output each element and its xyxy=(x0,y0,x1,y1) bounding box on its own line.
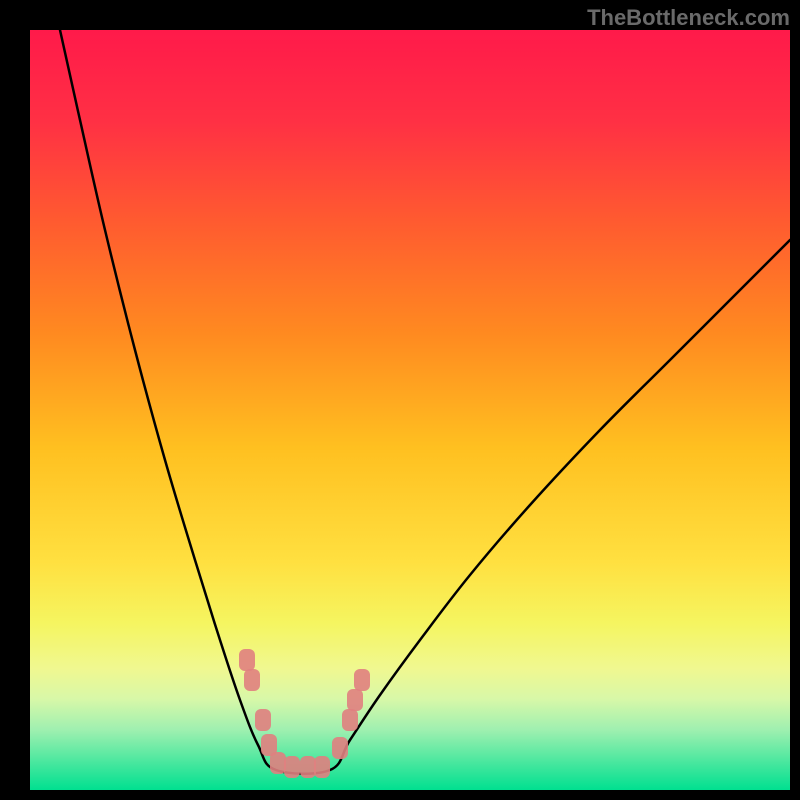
bottleneck-chart xyxy=(0,0,800,800)
watermark-text: TheBottleneck.com xyxy=(587,5,790,31)
